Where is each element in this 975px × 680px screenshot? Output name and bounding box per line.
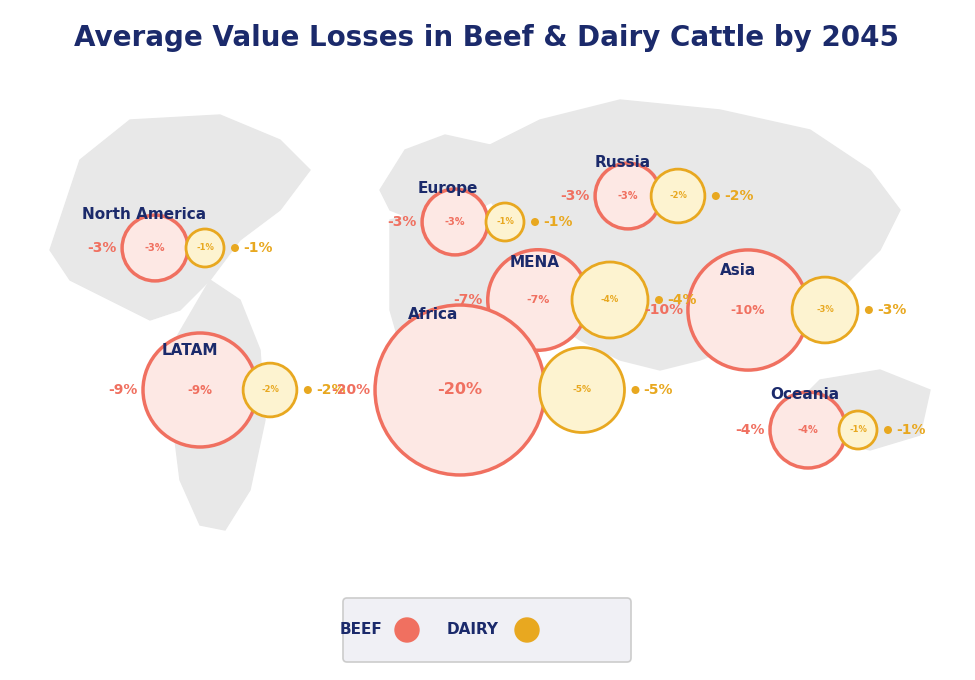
Circle shape: [143, 333, 257, 447]
Text: -3%: -3%: [816, 305, 834, 314]
Circle shape: [792, 277, 858, 343]
Text: MENA: MENA: [510, 255, 560, 270]
Text: Average Value Losses in Beef & Dairy Cattle by 2045: Average Value Losses in Beef & Dairy Cat…: [74, 24, 900, 52]
Text: -1%: -1%: [849, 426, 867, 435]
Circle shape: [651, 169, 705, 223]
Polygon shape: [50, 115, 310, 320]
Circle shape: [395, 618, 419, 642]
Text: -1%: -1%: [896, 423, 925, 437]
Circle shape: [839, 411, 877, 449]
Text: -4%: -4%: [667, 293, 696, 307]
Text: -1%: -1%: [243, 241, 272, 255]
Text: -3%: -3%: [88, 241, 117, 255]
FancyBboxPatch shape: [343, 598, 631, 662]
Text: Russia: Russia: [595, 155, 651, 170]
Text: Asia: Asia: [720, 263, 757, 278]
Text: -7%: -7%: [453, 293, 483, 307]
Text: -4%: -4%: [601, 296, 619, 305]
Text: -20%: -20%: [331, 383, 370, 397]
Text: -1%: -1%: [543, 215, 572, 229]
Circle shape: [632, 386, 640, 394]
Polygon shape: [790, 370, 930, 450]
Polygon shape: [380, 135, 510, 220]
Circle shape: [186, 229, 224, 267]
Text: North America: North America: [82, 207, 206, 222]
Text: -3%: -3%: [877, 303, 907, 317]
Text: -10%: -10%: [644, 303, 682, 317]
Text: -9%: -9%: [108, 383, 138, 397]
Text: Europe: Europe: [418, 181, 479, 196]
Text: -10%: -10%: [730, 303, 765, 316]
Text: -3%: -3%: [618, 191, 639, 201]
Text: Oceania: Oceania: [770, 387, 839, 402]
Polygon shape: [390, 210, 530, 455]
Circle shape: [375, 305, 545, 475]
Circle shape: [531, 218, 539, 226]
Circle shape: [539, 347, 624, 432]
Text: LATAM: LATAM: [162, 343, 218, 358]
Circle shape: [486, 203, 524, 241]
Text: -1%: -1%: [496, 218, 514, 226]
Text: -7%: -7%: [526, 295, 550, 305]
Text: -20%: -20%: [438, 382, 483, 398]
Circle shape: [122, 215, 188, 281]
Circle shape: [422, 189, 488, 255]
Circle shape: [865, 306, 873, 314]
Text: -4%: -4%: [798, 425, 818, 435]
Circle shape: [884, 426, 892, 434]
Polygon shape: [170, 280, 265, 530]
Text: DAIRY: DAIRY: [447, 622, 499, 638]
Circle shape: [655, 296, 663, 304]
Text: -9%: -9%: [187, 384, 213, 396]
Circle shape: [572, 262, 648, 338]
Text: BEEF: BEEF: [339, 622, 382, 638]
Text: -1%: -1%: [196, 243, 214, 252]
Text: -3%: -3%: [388, 215, 417, 229]
Text: -4%: -4%: [735, 423, 765, 437]
Text: -3%: -3%: [561, 189, 590, 203]
Circle shape: [595, 163, 661, 229]
Polygon shape: [490, 100, 900, 370]
Circle shape: [712, 192, 720, 200]
Circle shape: [688, 250, 808, 370]
Circle shape: [231, 244, 239, 252]
Circle shape: [243, 363, 296, 417]
Text: -5%: -5%: [572, 386, 592, 394]
Circle shape: [770, 392, 846, 468]
Text: -3%: -3%: [144, 243, 165, 253]
Circle shape: [488, 250, 588, 350]
Text: -2%: -2%: [669, 192, 687, 201]
Text: -2%: -2%: [723, 189, 754, 203]
Text: -3%: -3%: [445, 217, 465, 227]
Circle shape: [515, 618, 539, 642]
Text: -2%: -2%: [261, 386, 279, 394]
Text: -5%: -5%: [644, 383, 673, 397]
Text: -2%: -2%: [316, 383, 345, 397]
Text: Africa: Africa: [408, 307, 458, 322]
Circle shape: [304, 386, 312, 394]
